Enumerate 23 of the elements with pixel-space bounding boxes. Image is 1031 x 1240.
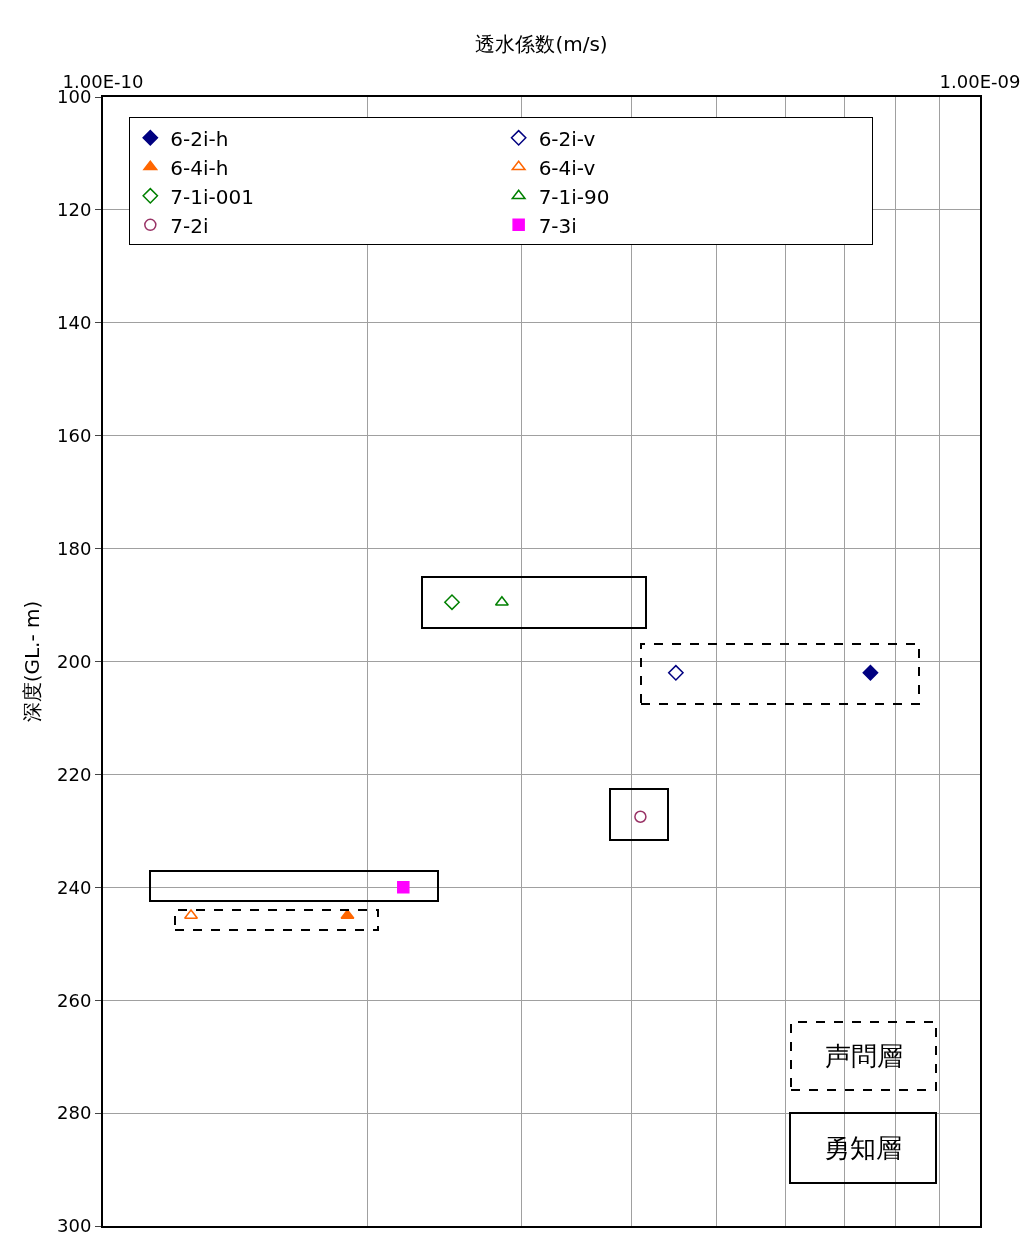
- y-axis-title: 深度(GL.- m): [20, 600, 45, 723]
- legend-label: 6-2i-h: [170, 126, 229, 151]
- y-tick-label: 120: [57, 199, 92, 221]
- y-tick-label: 200: [57, 650, 92, 672]
- annotation: 声問層: [825, 1041, 903, 1071]
- y-tick-label: 220: [57, 763, 92, 785]
- y-tick-label: 280: [57, 1102, 92, 1124]
- legend-label: 7-1i-90: [538, 184, 610, 209]
- y-tick-label: 260: [57, 989, 92, 1011]
- x-axis-title: 透水係数(m/s): [475, 31, 608, 56]
- y-tick-label: 300: [57, 1215, 92, 1237]
- legend-label: 6-4i-h: [170, 155, 229, 180]
- legend-label: 7-3i: [538, 213, 577, 238]
- legend-label: 7-2i: [170, 213, 209, 238]
- legend-label: 6-2i-v: [538, 126, 596, 151]
- x-tick-label: 1.00E-09: [939, 70, 1021, 92]
- annotation: 勇知層: [824, 1133, 902, 1163]
- y-tick-label: 240: [57, 876, 92, 898]
- y-tick-label: 140: [57, 312, 92, 334]
- legend-label: 6-4i-v: [538, 155, 596, 180]
- legend-label: 7-1i-001: [170, 184, 254, 209]
- y-tick-label: 160: [57, 425, 92, 446]
- y-tick-label: 180: [57, 537, 92, 559]
